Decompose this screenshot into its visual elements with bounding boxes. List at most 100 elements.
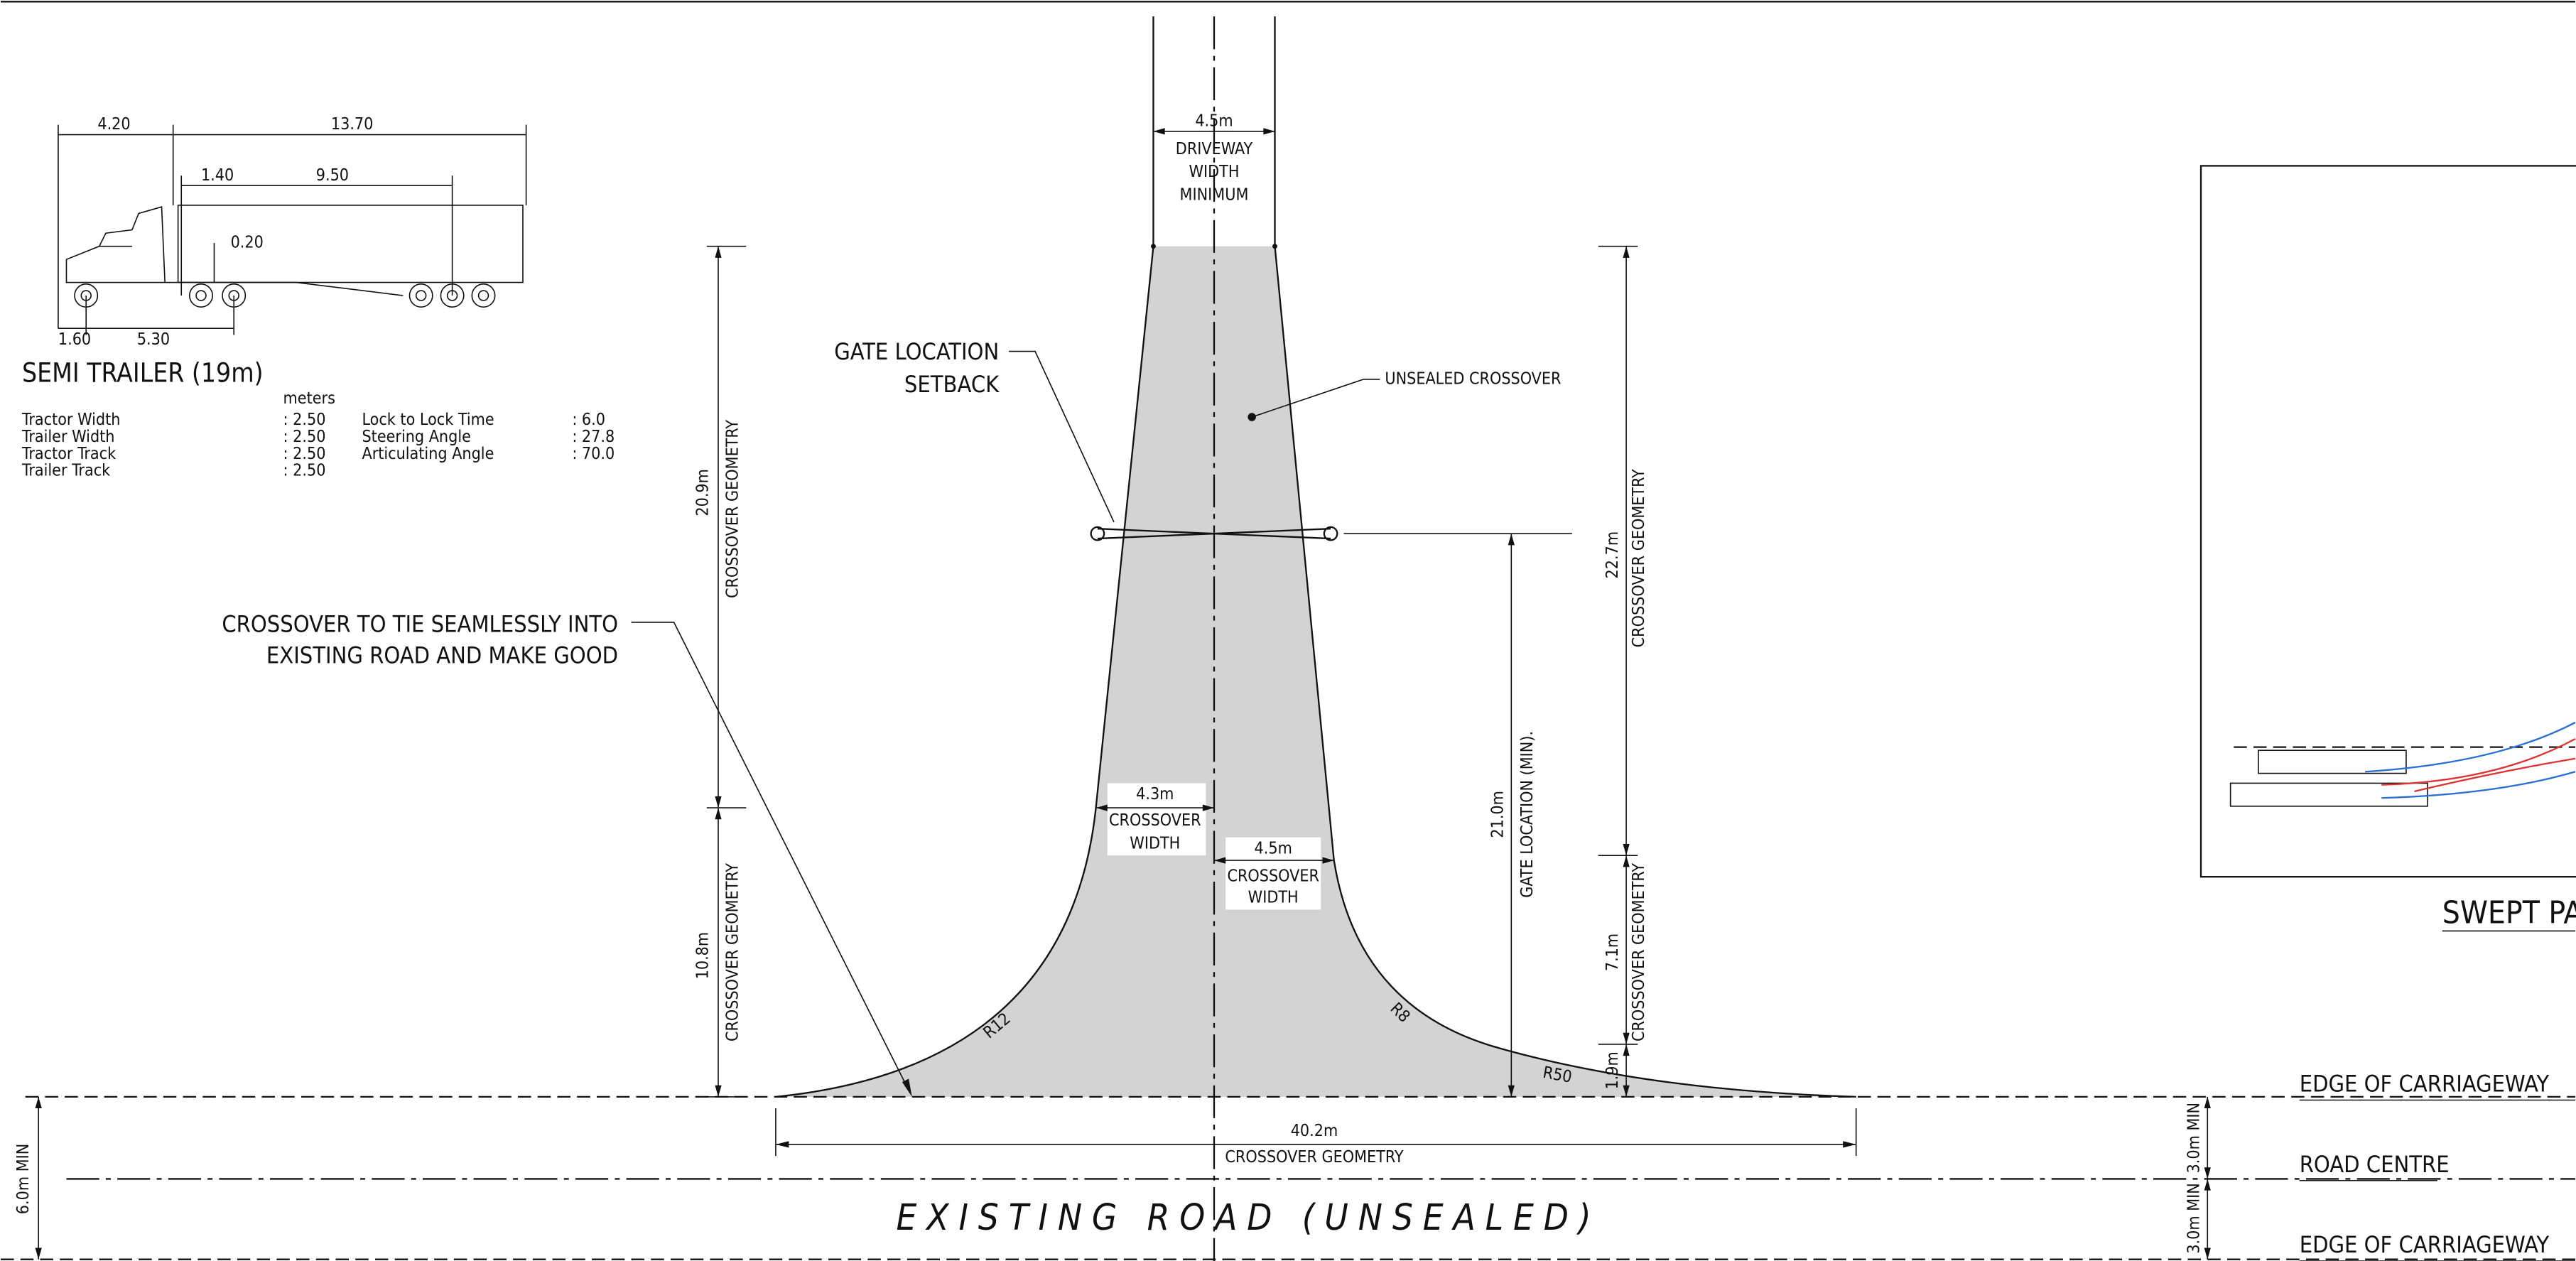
vehicle-title: SEMI TRAILER (19m)	[22, 357, 264, 388]
line-art	[775, 246, 1856, 1097]
line-art	[446, 290, 458, 301]
vehicle-dim: 9.50	[316, 166, 349, 185]
road-width: 6.0m MIN	[14, 1144, 33, 1215]
dim-label: CROSSOVER GEOMETRY	[723, 863, 742, 1041]
line-art	[2199, 165, 2576, 878]
line-art	[1251, 379, 1380, 418]
vehicle-dim: 0.20	[231, 234, 264, 252]
vehicle-dim: 13.70	[331, 115, 374, 134]
line-art	[1151, 244, 1156, 249]
line-art	[222, 283, 247, 308]
dim-value: 21.0m	[1488, 791, 1507, 838]
line-art	[775, 246, 1856, 1098]
dim-value: 10.8m	[694, 932, 713, 980]
width-label: WIDTH	[1248, 889, 1299, 907]
width-value: 4.5m	[1255, 839, 1292, 857]
line-art	[477, 290, 489, 301]
dim-label: GATE LOCATION (MIN).	[1518, 731, 1537, 898]
spec-value: : 27.8	[572, 428, 615, 446]
line-art	[2258, 749, 2407, 774]
dim-value: 20.9m	[694, 469, 713, 516]
line-art	[2381, 738, 2576, 786]
line-art	[1107, 783, 1206, 856]
line-art	[99, 245, 404, 296]
half-width: 3.0m MIN	[2185, 1183, 2203, 1254]
vehicle-dim: 1.40	[201, 166, 234, 185]
line-art	[902, 1078, 912, 1097]
line-art	[195, 290, 207, 301]
vehicle-dim: 4.20	[97, 115, 130, 134]
spec-label: Steering Angle	[362, 428, 470, 446]
total-label: CROSSOVER GEOMETRY	[1225, 1148, 1403, 1167]
spec-value: : 2.50	[283, 428, 326, 446]
inset-title: SWEPT PA	[2442, 894, 2576, 931]
vehicle-specs: Tractor Width : 2.50 Trailer Width : 2.50 Tr…	[21, 411, 615, 480]
line-art	[1272, 244, 1277, 249]
width-label: WIDTH	[1130, 834, 1180, 853]
gate-callout: GATE LOCATION	[834, 338, 999, 365]
line-art	[1248, 413, 1256, 421]
spec-label: Trailer Width	[21, 428, 114, 446]
spec-value: : 2.50	[283, 462, 326, 480]
road-line-label: EDGE OF CARRIAGEWAY	[2300, 1071, 2550, 1098]
spec-value: : 2.50	[283, 411, 326, 429]
spec-label: Tractor Track	[21, 445, 116, 463]
line-art	[2204, 1096, 2211, 1260]
dim-label: CROSSOVER GEOMETRY	[1630, 863, 1648, 1041]
unsealed-label: UNSEALED CROSSOVER	[1385, 369, 1561, 388]
dim-value: 1.9m	[1603, 1051, 1622, 1089]
line-art	[74, 283, 99, 308]
road-line-label: ROAD CENTRE	[2300, 1151, 2450, 1178]
line-art	[58, 124, 527, 335]
spec-label: Trailer Track	[21, 462, 110, 480]
spec-value: : 2.50	[283, 445, 326, 463]
spec-label: Lock to Lock Time	[362, 411, 494, 429]
dim-label: CROSSOVER GEOMETRY	[723, 420, 742, 598]
width-label: CROSSOVER	[1227, 867, 1319, 886]
spec-label: Articulating Angle	[362, 445, 494, 463]
line-art	[1090, 526, 1105, 541]
tie-note: EXISTING ROAD AND MAKE GOOD	[266, 642, 618, 669]
line-art	[228, 290, 239, 301]
spec-value: : 70.0	[572, 445, 615, 463]
line-art	[2414, 757, 2576, 793]
dim-label: CROSSOVER GEOMETRY	[1630, 469, 1648, 647]
line-art	[177, 205, 524, 283]
line-art	[65, 206, 166, 283]
spec-label: Tractor Width	[21, 411, 120, 429]
line-art	[408, 283, 433, 308]
half-width: 3.0m MIN	[2185, 1103, 2203, 1174]
driveway-label: DRIVEWAY	[1176, 140, 1253, 158]
line-art	[80, 290, 92, 301]
dim-value: 22.7m	[1603, 531, 1622, 579]
line-art	[471, 283, 496, 308]
total-value: 40.2m	[1291, 1122, 1338, 1140]
driveway-label: MINIMUM	[1180, 186, 1249, 205]
dim-value: 7.1m	[1603, 933, 1622, 971]
line-art	[1225, 837, 1321, 910]
line-art	[188, 283, 213, 308]
line-art	[1323, 526, 1338, 541]
road-line-label: EDGE OF CARRIAGEWAY	[2300, 1231, 2550, 1258]
vehicle-dim: 5.30	[137, 330, 170, 349]
spec-value: : 6.0	[572, 411, 605, 429]
vehicle-unit: meters	[283, 389, 335, 408]
tie-note: CROSSOVER TO TIE SEAMLESSLY INTO	[222, 611, 618, 638]
line-art	[2365, 721, 2576, 773]
line-art	[440, 283, 465, 308]
width-value: 4.3m	[1136, 785, 1174, 803]
width-label: CROSSOVER	[1109, 811, 1201, 830]
line-art	[1009, 350, 1115, 523]
vehicle-dim: 1.60	[58, 330, 91, 349]
line-art	[415, 290, 427, 301]
road-name: EXISTING ROAD (UNSEALED)	[897, 1196, 1601, 1238]
gate-callout: SETBACK	[904, 371, 1000, 398]
line-art	[631, 622, 909, 1090]
driveway-label: WIDTH	[1189, 163, 1239, 181]
line-art	[1097, 528, 1331, 540]
line-art	[2229, 782, 2428, 807]
line-art	[2381, 771, 2576, 799]
